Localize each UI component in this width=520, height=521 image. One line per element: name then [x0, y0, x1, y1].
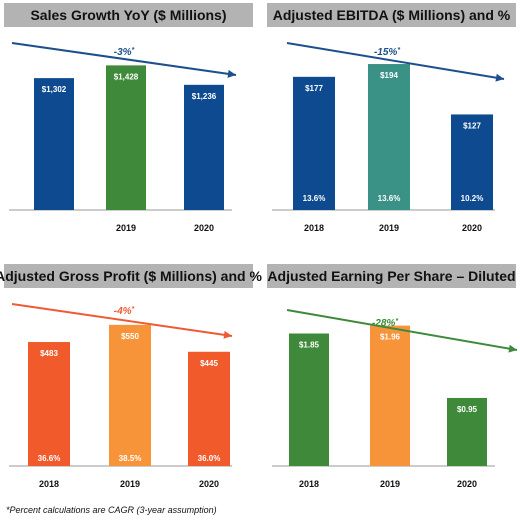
trend-arrow-line	[11, 303, 233, 337]
bar	[184, 84, 224, 210]
x-tick-label: 2020	[199, 479, 219, 489]
bar	[109, 324, 151, 466]
trend-label: -3%*	[114, 47, 135, 58]
trend-label: -28%*	[372, 318, 398, 329]
bar	[289, 333, 329, 466]
panel-adjusted-ebitda: Adjusted EBITDA ($ Millions) and % $177 1…	[267, 3, 516, 248]
bar-value-label: $1,236	[192, 92, 217, 101]
x-tick-label: 2018	[299, 479, 319, 489]
panel-adjusted-gross-profit: Adjusted Gross Profit ($ Millions) and %…	[0, 264, 262, 504]
trend-footnote-marker: *	[132, 47, 135, 54]
bar-percent-label: 36.6%	[38, 454, 61, 463]
chart-sales-growth: $1,302 $1,428 2019 $1,236 2020 -3%*	[9, 42, 237, 233]
chart-title: Adjusted EBITDA ($ Millions) and %	[267, 3, 516, 27]
chart-adjusted-ebitda: $177 13.6% 2018 $194 13.6% 2019 $127 10.2% 2020 -…	[272, 42, 505, 233]
x-tick-label: 2019	[380, 479, 400, 489]
x-tick-label: 2020	[457, 479, 477, 489]
bar	[34, 78, 74, 210]
bar-value-label: $445	[200, 359, 218, 368]
bar	[188, 351, 230, 466]
bar-value-label: $1,428	[114, 72, 139, 81]
panel-adjusted-eps: Adjusted Earning Per Share – Diluted $1.…	[267, 264, 518, 504]
x-tick-label: 2020	[194, 223, 214, 233]
trend-footnote-marker: *	[395, 318, 398, 325]
trend-footnote-marker: *	[397, 47, 400, 54]
bar	[370, 325, 410, 466]
x-tick-label: 2019	[116, 223, 136, 233]
chart-title: Sales Growth YoY ($ Millions)	[4, 3, 253, 27]
trend-arrow-line	[286, 42, 505, 80]
trend-arrow-line	[11, 42, 237, 76]
bar	[28, 342, 70, 466]
x-tick-label: 2019	[120, 479, 140, 489]
bar-value-label: $1.85	[299, 340, 320, 349]
bar-value-label: $0.95	[457, 405, 478, 414]
chart-title: Adjusted Earning Per Share – Diluted	[267, 264, 516, 288]
chart-adjusted-gross-profit: $483 36.6% 2018 $550 38.5% 2019 $445 36.0% 2020 -…	[9, 303, 233, 489]
bar	[451, 114, 493, 210]
bar-percent-label: 36.0%	[198, 454, 221, 463]
trend-arrow-head	[508, 344, 517, 353]
chart-title: Adjusted Gross Profit ($ Millions) and %	[0, 264, 262, 288]
bar	[447, 397, 487, 466]
bar-value-label: $194	[380, 71, 398, 80]
footnote: *Percent calculations are CAGR (3-year a…	[6, 505, 217, 515]
x-tick-label: 2020	[462, 223, 482, 233]
trend-label: -15%*	[374, 47, 400, 58]
x-tick-label: 2018	[39, 479, 59, 489]
bar-percent-label: 13.6%	[303, 194, 326, 203]
trend-arrow-head	[223, 330, 232, 339]
bar-value-label: $483	[40, 349, 58, 358]
chart-adjusted-eps: $1.85 2018 $1.96 2019 $0.95 2020 -28%*	[272, 309, 518, 489]
bar-value-label: $550	[121, 332, 139, 341]
bar-percent-label: 10.2%	[461, 194, 484, 203]
bar-percent-label: 13.6%	[378, 194, 401, 203]
x-tick-label: 2019	[379, 223, 399, 233]
bar-value-label: $177	[305, 84, 323, 93]
bar	[293, 76, 335, 210]
bar	[368, 64, 410, 211]
bar-value-label: $1,302	[42, 85, 67, 94]
trend-arrow-head	[227, 69, 236, 78]
bar-percent-label: 38.5%	[119, 454, 142, 463]
trend-label: -4%*	[114, 306, 135, 317]
panel-sales-growth: Sales Growth YoY ($ Millions) $1,302 $1,4…	[4, 3, 253, 248]
bar-value-label: $127	[463, 121, 481, 130]
trend-arrow-head	[495, 73, 504, 82]
trend-arrow-line	[286, 309, 518, 351]
trend-footnote-marker: *	[132, 306, 135, 313]
x-tick-label: 2018	[304, 223, 324, 233]
bar-value-label: $1.96	[380, 333, 401, 342]
bar	[106, 65, 146, 210]
